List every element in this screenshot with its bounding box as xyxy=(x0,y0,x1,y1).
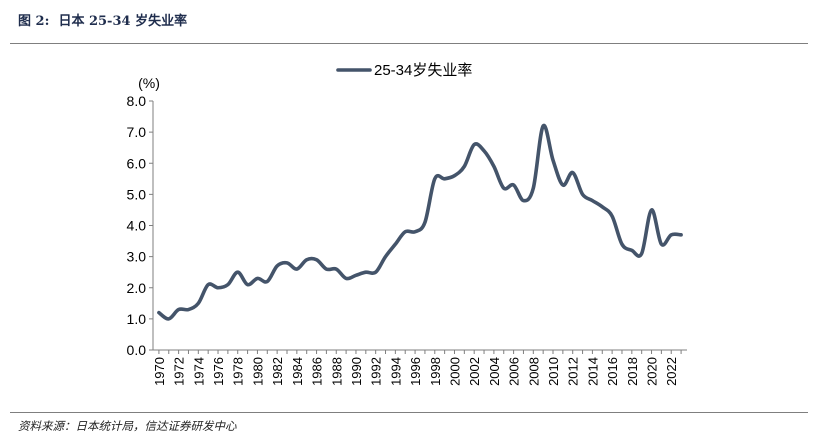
x-tick-label: 2012 xyxy=(566,357,581,386)
y-tick-label: 3.0 xyxy=(127,249,147,265)
series-group xyxy=(157,123,683,321)
footer-rule xyxy=(10,412,808,413)
legend-label: 25-34岁失业率 xyxy=(374,62,472,79)
source-note: 资料来源：日本统计局，信达证券研发中心 xyxy=(18,419,237,433)
x-tick-label: 2016 xyxy=(605,357,620,386)
y-tick-label: 1.0 xyxy=(127,311,147,327)
x-tick-label: 2000 xyxy=(447,357,462,386)
x-tick-label: 1970 xyxy=(152,357,167,386)
x-tick-label: 2008 xyxy=(526,357,541,386)
legend: 25-34岁失业率 xyxy=(336,62,472,79)
x-tick-label: 1994 xyxy=(388,357,403,386)
x-tick-label: 2014 xyxy=(585,357,600,386)
y-axis: 0.0 1.0 2.0 3.0 4.0 5.0 6.0 7.0 8.0 (%) xyxy=(127,75,160,358)
x-tick-label: 2010 xyxy=(546,357,561,386)
x-tick-label: 2020 xyxy=(645,357,660,386)
x-tick-label: 1996 xyxy=(408,357,423,386)
y-tick-label: 7.0 xyxy=(127,124,147,140)
figure-title: 日本 25-34 岁失业率 xyxy=(58,14,188,29)
x-tick-label: 1982 xyxy=(270,357,285,386)
header-rule xyxy=(10,43,808,44)
x-tick-label: 1980 xyxy=(250,357,265,386)
x-tick-label: 1992 xyxy=(369,357,384,386)
x-tick-label: 2022 xyxy=(664,357,679,386)
x-tick-label: 1972 xyxy=(172,357,187,386)
y-axis-unit-label: (%) xyxy=(138,75,160,91)
x-tick-label: 1988 xyxy=(329,357,344,386)
y-tick-label: 0.0 xyxy=(127,342,147,358)
y-tick-label: 6.0 xyxy=(127,155,147,171)
series-line-25-34 xyxy=(157,123,683,321)
x-tick-label: 1990 xyxy=(349,357,364,386)
x-tick-label: 2004 xyxy=(487,357,502,386)
x-tick-label: 1976 xyxy=(211,357,226,386)
x-tick-label: 1978 xyxy=(231,357,246,386)
x-tick-label: 1984 xyxy=(290,357,305,386)
x-tick-label: 1974 xyxy=(191,357,206,386)
figure-header: 图 2: 日本 25-34 岁失业率 xyxy=(18,10,187,29)
y-tick-label: 8.0 xyxy=(127,93,147,109)
y-tick-label: 5.0 xyxy=(127,186,147,202)
x-tick-label: 2002 xyxy=(467,357,482,386)
x-tick-label: 1998 xyxy=(428,357,443,386)
figure-label: 图 2: xyxy=(18,14,50,29)
x-tick-label: 2006 xyxy=(507,357,522,386)
x-axis: 1970 1972 1974 1976 1978 1980 1982 1984 1986 1988… xyxy=(152,349,687,386)
y-tick-label: 4.0 xyxy=(127,218,147,234)
x-tick-label: 1986 xyxy=(310,357,325,386)
y-tick-label: 2.0 xyxy=(127,280,147,296)
x-tick-label: 2018 xyxy=(625,357,640,386)
